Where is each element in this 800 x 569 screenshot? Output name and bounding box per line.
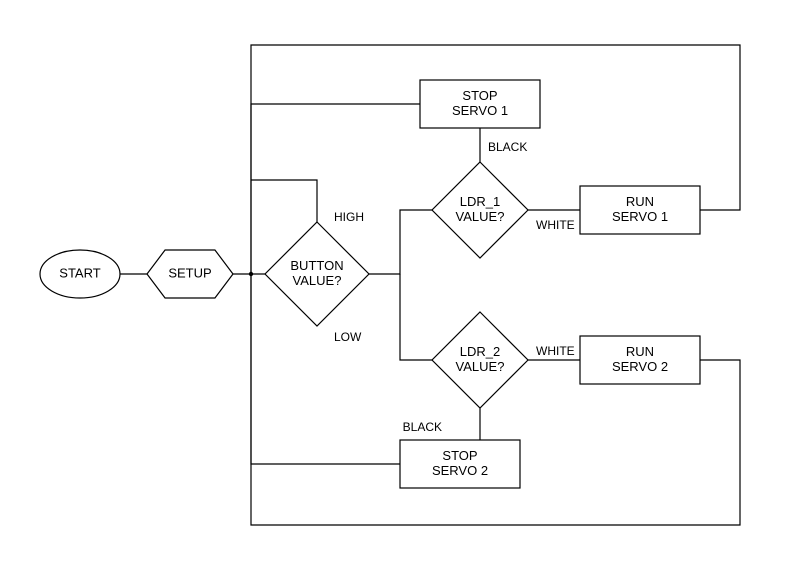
node-setup: SETUP [147, 250, 233, 298]
node-stop1-text: STOP [462, 88, 497, 103]
node-ldr1-text: VALUE? [456, 209, 505, 224]
node-ldr1-text: LDR_1 [460, 194, 500, 209]
lbl-ldr2-white: WHITE [536, 344, 575, 358]
node-stop1: STOPSERVO 1 [420, 80, 540, 128]
e-button-ldr2 [400, 274, 432, 360]
node-run2: RUNSERVO 2 [580, 336, 700, 384]
lbl-ldr2-black: BLACK [403, 420, 442, 434]
e-button-ldr1 [369, 210, 432, 274]
node-button-text: VALUE? [293, 273, 342, 288]
flowchart-canvas: STARTSETUPBUTTONVALUE?LDR_1VALUE?LDR_2VA… [0, 0, 800, 569]
lbl-low: LOW [334, 330, 362, 344]
node-setup-text: SETUP [168, 265, 211, 280]
lbl-ldr1-black: BLACK [488, 140, 527, 154]
node-start-text: START [59, 265, 100, 280]
lbl-high: HIGH [334, 210, 364, 224]
node-stop2: STOPSERVO 2 [400, 440, 520, 488]
node-stop2-text: STOP [442, 448, 477, 463]
node-run1-text: SERVO 1 [612, 209, 668, 224]
node-ldr2: LDR_2VALUE? [432, 312, 528, 408]
node-button-text: BUTTON [290, 258, 343, 273]
node-run1-text: RUN [626, 194, 654, 209]
node-run2-text: RUN [626, 344, 654, 359]
node-start: START [40, 250, 120, 298]
node-ldr2-text: VALUE? [456, 359, 505, 374]
node-run1: RUNSERVO 1 [580, 186, 700, 234]
lbl-ldr1-white: WHITE [536, 218, 575, 232]
node-button: BUTTONVALUE? [265, 222, 369, 326]
node-ldr1: LDR_1VALUE? [432, 162, 528, 258]
e-button-high [251, 180, 317, 222]
node-stop1-text: SERVO 1 [452, 103, 508, 118]
node-stop2-text: SERVO 2 [432, 463, 488, 478]
node-run2-text: SERVO 2 [612, 359, 668, 374]
node-ldr2-text: LDR_2 [460, 344, 500, 359]
junction-dot [249, 272, 253, 276]
